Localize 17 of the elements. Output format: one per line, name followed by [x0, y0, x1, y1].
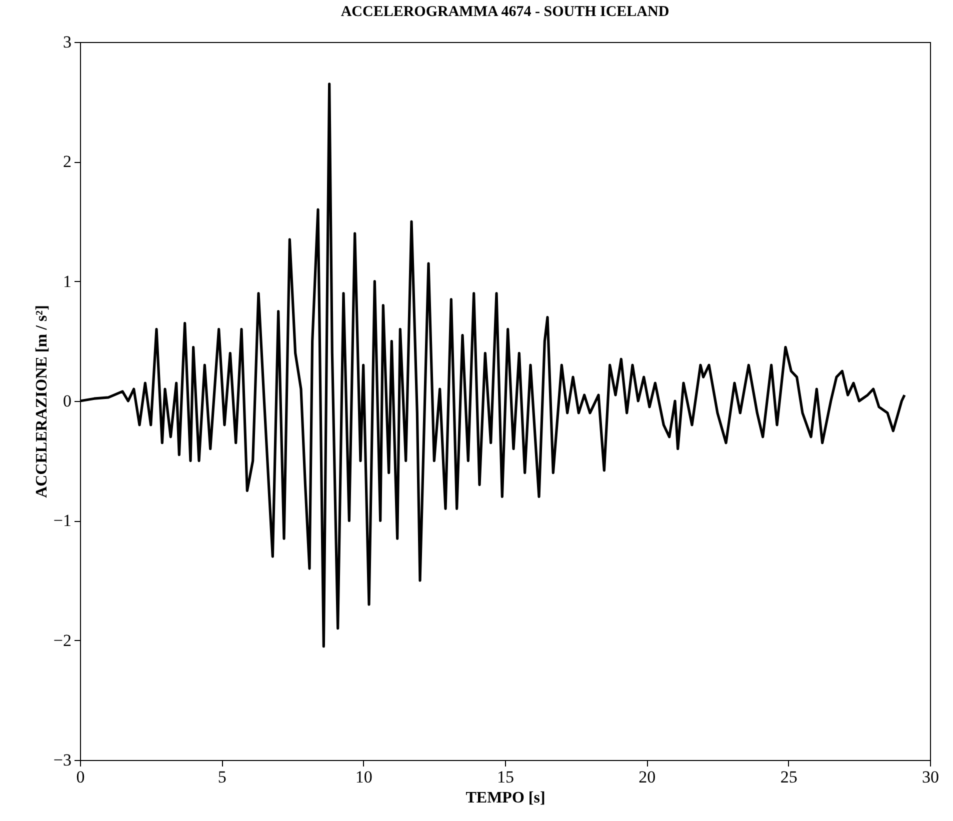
chart-title: ACCELEROGRAMMA 4674 - SOUTH ICELAND	[340, 4, 670, 20]
y-tick-label: 2	[63, 152, 72, 172]
x-tick-label: 30	[922, 768, 939, 786]
x-tick-label: 5	[218, 768, 226, 786]
y-tick-label: 0	[63, 392, 72, 410]
x-tick-label: 15	[497, 768, 514, 786]
y-tick-label: −1	[53, 511, 72, 530]
y-tick-label: 3	[63, 32, 72, 52]
x-tick-label: 10	[355, 768, 372, 786]
y-tick-label: −3	[53, 750, 72, 770]
y-axis-title: ACCELERAZIONE [m / s²]	[33, 305, 50, 498]
x-tick-label: 20	[638, 768, 656, 786]
y-tick-label: 1	[63, 272, 72, 291]
x-tick-label: 25	[780, 768, 798, 786]
x-tick-label: 0	[76, 768, 85, 786]
y-tick-label: −2	[53, 630, 72, 650]
x-axis-title: TEMPO [s]	[466, 790, 546, 806]
